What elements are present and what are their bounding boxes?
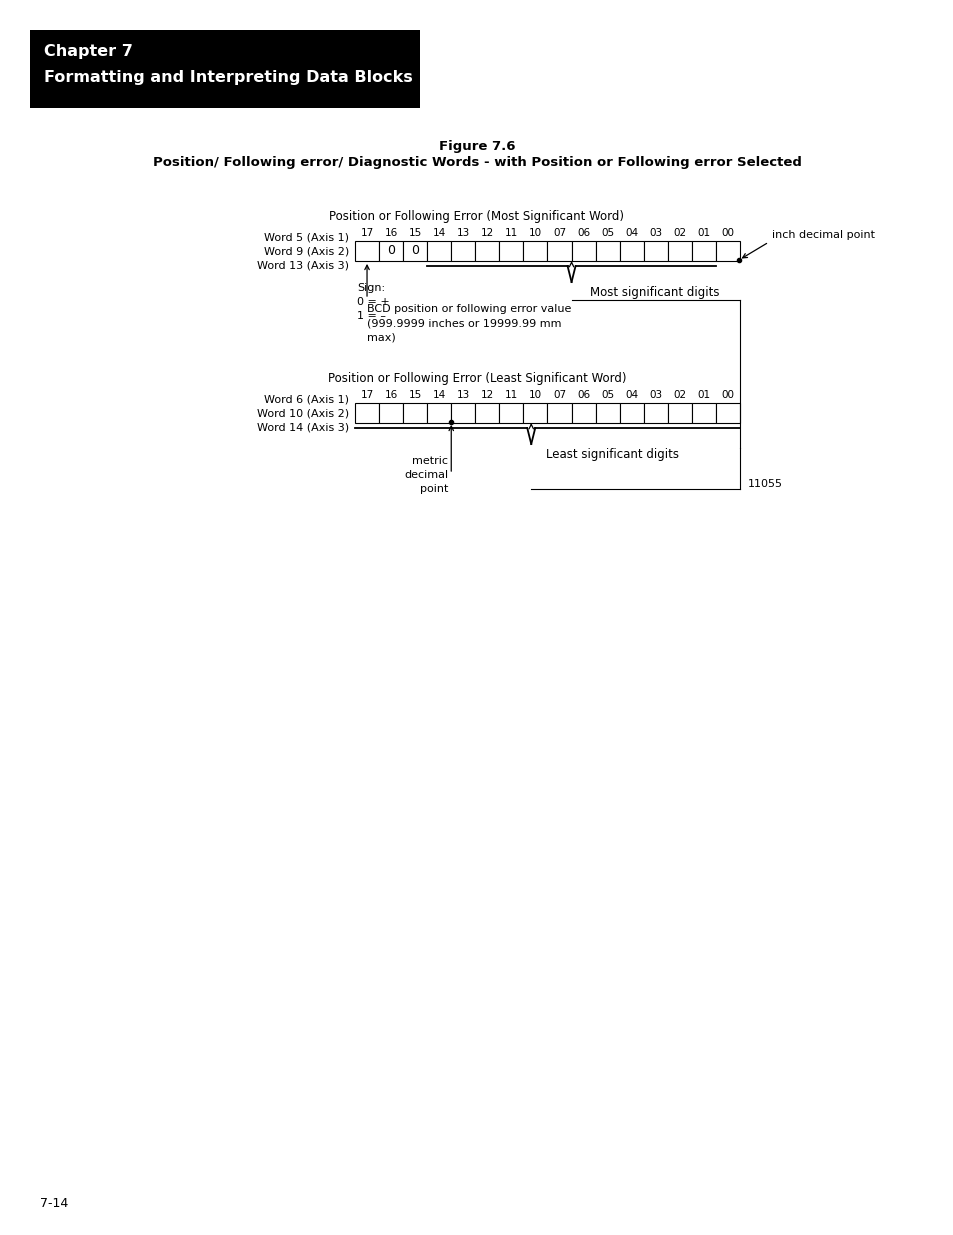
Text: 00: 00 bbox=[720, 228, 734, 238]
Bar bbox=[498, 403, 523, 424]
Bar bbox=[355, 403, 378, 424]
Text: Word 5 (Axis 1)
Word 9 (Axis 2)
Word 13 (Axis 3): Word 5 (Axis 1) Word 9 (Axis 2) Word 13 … bbox=[256, 232, 349, 270]
Text: Position/ Following error/ Diagnostic Words - with Position or Following error S: Position/ Following error/ Diagnostic Wo… bbox=[152, 156, 801, 169]
Text: 13: 13 bbox=[456, 390, 470, 400]
Text: 11: 11 bbox=[504, 390, 517, 400]
Text: Position or Following Error (Most Significant Word): Position or Following Error (Most Signif… bbox=[329, 210, 624, 224]
Text: 05: 05 bbox=[600, 228, 614, 238]
Bar bbox=[667, 241, 691, 261]
Bar bbox=[451, 403, 475, 424]
Bar bbox=[715, 241, 740, 261]
Text: 03: 03 bbox=[649, 390, 661, 400]
Bar bbox=[643, 241, 667, 261]
Bar bbox=[475, 241, 498, 261]
Bar bbox=[547, 403, 571, 424]
Bar bbox=[427, 241, 451, 261]
Bar bbox=[595, 403, 619, 424]
Text: 04: 04 bbox=[624, 228, 638, 238]
Text: 0: 0 bbox=[387, 245, 395, 258]
Bar bbox=[451, 241, 475, 261]
Text: 13: 13 bbox=[456, 228, 470, 238]
Text: 06: 06 bbox=[577, 390, 590, 400]
Text: 14: 14 bbox=[432, 390, 445, 400]
Bar bbox=[619, 403, 643, 424]
Bar bbox=[667, 403, 691, 424]
Text: 12: 12 bbox=[480, 390, 494, 400]
Text: Chapter 7: Chapter 7 bbox=[44, 44, 132, 59]
Text: 15: 15 bbox=[408, 390, 421, 400]
Bar bbox=[355, 241, 378, 261]
Bar bbox=[427, 403, 451, 424]
Text: 17: 17 bbox=[360, 228, 374, 238]
Text: 01: 01 bbox=[697, 228, 710, 238]
Bar bbox=[571, 241, 595, 261]
Text: 11055: 11055 bbox=[747, 479, 782, 489]
Text: 02: 02 bbox=[673, 228, 686, 238]
Text: 12: 12 bbox=[480, 228, 494, 238]
Bar bbox=[378, 403, 403, 424]
Bar bbox=[643, 403, 667, 424]
Text: 15: 15 bbox=[408, 228, 421, 238]
Text: 03: 03 bbox=[649, 228, 661, 238]
Text: 02: 02 bbox=[673, 390, 686, 400]
Text: 07: 07 bbox=[553, 390, 565, 400]
Bar bbox=[475, 403, 498, 424]
Text: metric
decimal
point: metric decimal point bbox=[404, 456, 448, 494]
Bar bbox=[30, 30, 419, 107]
Text: Least significant digits: Least significant digits bbox=[546, 448, 679, 461]
Bar bbox=[547, 241, 571, 261]
Text: Formatting and Interpreting Data Blocks: Formatting and Interpreting Data Blocks bbox=[44, 70, 413, 85]
Bar bbox=[498, 241, 523, 261]
Text: 17: 17 bbox=[360, 390, 374, 400]
Text: BCD position or following error value
(999.9999 inches or 19999.99 mm
max): BCD position or following error value (9… bbox=[367, 304, 571, 342]
Bar bbox=[619, 241, 643, 261]
Bar bbox=[378, 241, 403, 261]
Text: 05: 05 bbox=[600, 390, 614, 400]
Bar bbox=[523, 241, 547, 261]
Text: Sign:
0 = +
1 = –: Sign: 0 = + 1 = – bbox=[356, 283, 390, 321]
Text: 14: 14 bbox=[432, 228, 445, 238]
Text: 16: 16 bbox=[384, 390, 397, 400]
Text: Figure 7.6: Figure 7.6 bbox=[438, 140, 515, 153]
Bar bbox=[715, 403, 740, 424]
Text: 16: 16 bbox=[384, 228, 397, 238]
Bar bbox=[523, 403, 547, 424]
Bar bbox=[403, 241, 427, 261]
Text: 10: 10 bbox=[528, 228, 541, 238]
Bar bbox=[595, 241, 619, 261]
Text: Word 6 (Axis 1)
Word 10 (Axis 2)
Word 14 (Axis 3): Word 6 (Axis 1) Word 10 (Axis 2) Word 14… bbox=[256, 394, 349, 432]
Text: 0: 0 bbox=[411, 245, 418, 258]
Bar bbox=[691, 241, 715, 261]
Text: 11: 11 bbox=[504, 228, 517, 238]
Bar bbox=[403, 403, 427, 424]
Text: Position or Following Error (Least Significant Word): Position or Following Error (Least Signi… bbox=[328, 372, 625, 385]
Bar bbox=[571, 403, 595, 424]
Text: 04: 04 bbox=[624, 390, 638, 400]
Text: inch decimal point: inch decimal point bbox=[771, 230, 874, 240]
Text: 7-14: 7-14 bbox=[40, 1197, 69, 1210]
Text: 00: 00 bbox=[720, 390, 734, 400]
Text: 07: 07 bbox=[553, 228, 565, 238]
Text: 10: 10 bbox=[528, 390, 541, 400]
Text: 01: 01 bbox=[697, 390, 710, 400]
Bar bbox=[691, 403, 715, 424]
Text: Most significant digits: Most significant digits bbox=[589, 287, 719, 299]
Text: 06: 06 bbox=[577, 228, 590, 238]
